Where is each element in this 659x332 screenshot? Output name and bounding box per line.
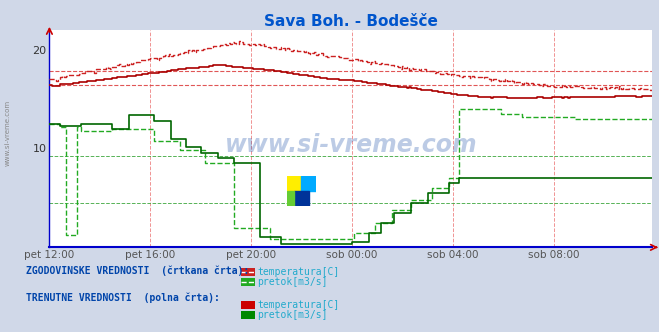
Bar [287, 176, 302, 191]
Text: TRENUTNE VREDNOSTI  (polna črta):: TRENUTNE VREDNOSTI (polna črta): [26, 293, 220, 303]
Title: Sava Boh. - Bodešče: Sava Boh. - Bodešče [264, 14, 438, 29]
Text: pretok[m3/s]: pretok[m3/s] [257, 310, 328, 320]
Bar [302, 176, 316, 191]
Text: temperatura[C]: temperatura[C] [257, 300, 339, 310]
Text: www.si-vreme.com: www.si-vreme.com [5, 100, 11, 166]
Text: www.si-vreme.com: www.si-vreme.com [225, 133, 477, 157]
Bar [294, 191, 309, 206]
Bar [287, 191, 294, 206]
Text: ZGODOVINSKE VREDNOSTI  (črtkana črta):: ZGODOVINSKE VREDNOSTI (črtkana črta): [26, 266, 250, 276]
Text: pretok[m3/s]: pretok[m3/s] [257, 277, 328, 287]
Text: temperatura[C]: temperatura[C] [257, 267, 339, 277]
